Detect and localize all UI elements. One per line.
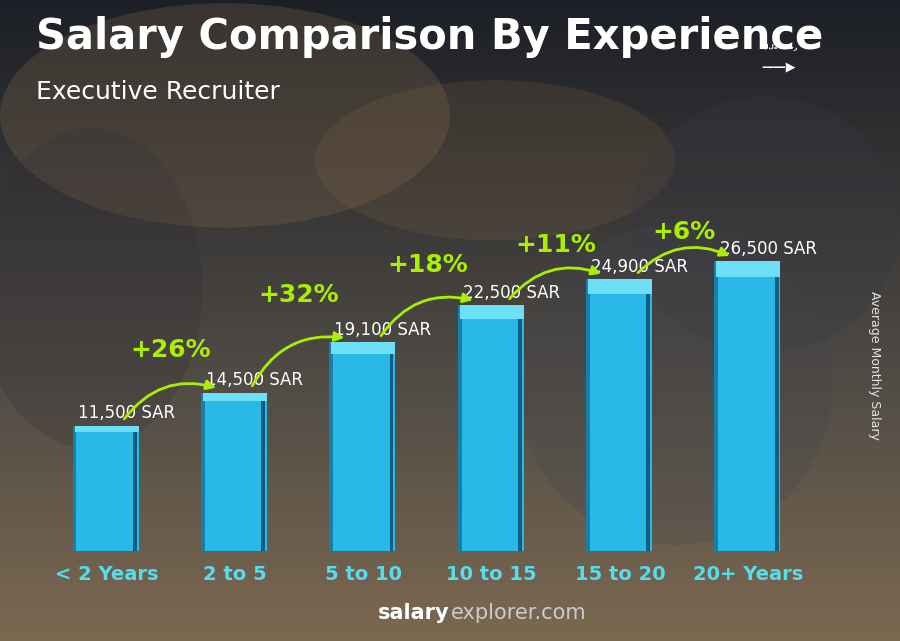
Bar	[133, 426, 137, 551]
FancyArrowPatch shape	[124, 381, 213, 419]
Ellipse shape	[0, 3, 450, 228]
Bar	[331, 342, 395, 354]
Text: 11,500 SAR: 11,500 SAR	[77, 404, 175, 422]
Text: +11%: +11%	[516, 233, 597, 257]
Text: Executive Recruiter: Executive Recruiter	[36, 80, 280, 104]
Bar	[460, 305, 524, 551]
Text: +32%: +32%	[259, 283, 339, 308]
FancyArrowPatch shape	[381, 294, 470, 336]
Bar	[458, 305, 462, 551]
Text: 14,500 SAR: 14,500 SAR	[206, 371, 303, 390]
Text: 22,500 SAR: 22,500 SAR	[463, 284, 560, 302]
Text: salary: salary	[377, 603, 449, 623]
Bar	[460, 305, 524, 319]
Text: 19,100 SAR: 19,100 SAR	[335, 321, 432, 339]
Bar	[716, 262, 780, 551]
Bar	[201, 393, 205, 551]
Bar	[715, 262, 718, 551]
Ellipse shape	[315, 80, 675, 240]
Ellipse shape	[518, 224, 832, 545]
Bar	[329, 342, 333, 551]
Ellipse shape	[630, 96, 900, 353]
Bar	[202, 393, 267, 401]
Text: +26%: +26%	[130, 338, 212, 362]
Text: Salary Comparison By Experience: Salary Comparison By Experience	[36, 16, 824, 58]
Bar	[716, 262, 780, 278]
Bar	[646, 279, 650, 551]
Bar	[518, 305, 522, 551]
Bar	[775, 262, 778, 551]
Bar	[588, 279, 652, 294]
Bar	[75, 426, 139, 433]
Bar	[202, 393, 267, 551]
FancyArrowPatch shape	[638, 247, 727, 272]
Bar	[586, 279, 590, 551]
FancyArrowPatch shape	[252, 333, 341, 386]
Text: Average Monthly Salary: Average Monthly Salary	[868, 291, 881, 440]
Text: 24,900 SAR: 24,900 SAR	[591, 258, 688, 276]
Text: 26,500 SAR: 26,500 SAR	[719, 240, 816, 258]
Text: +18%: +18%	[387, 253, 468, 277]
Bar	[588, 279, 652, 551]
Text: explorer.com: explorer.com	[451, 603, 587, 623]
Bar	[261, 393, 266, 551]
Text: ——▶: ——▶	[761, 61, 796, 74]
Bar	[75, 426, 139, 551]
Bar	[331, 342, 395, 551]
Text: الله أكبر: الله أكبر	[760, 44, 797, 51]
Bar	[390, 342, 393, 551]
FancyArrowPatch shape	[509, 267, 598, 299]
Text: +6%: +6%	[652, 220, 716, 244]
Bar	[73, 426, 77, 551]
Ellipse shape	[0, 128, 202, 449]
